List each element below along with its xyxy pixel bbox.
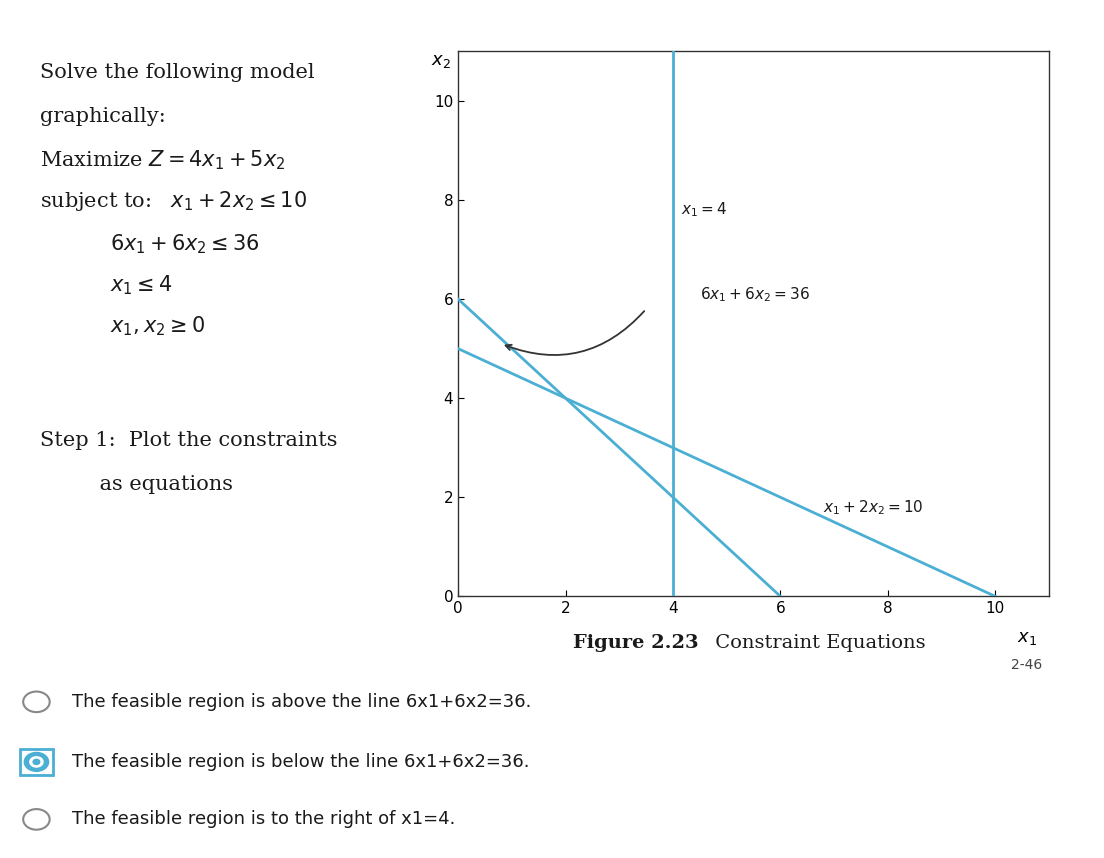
Text: 2-46: 2-46	[1011, 658, 1042, 672]
Text: The feasible region is to the right of x1=4.: The feasible region is to the right of x…	[72, 811, 455, 828]
Text: as equations: as equations	[40, 474, 233, 494]
Text: Step 1:  Plot the constraints: Step 1: Plot the constraints	[40, 431, 337, 450]
Text: The feasible region is below the line 6x1+6x2=36.: The feasible region is below the line 6x…	[72, 753, 529, 770]
Text: $x_1 + 2x_2 = 10$: $x_1 + 2x_2 = 10$	[824, 498, 924, 517]
Text: $x_2$: $x_2$	[432, 52, 452, 70]
Text: $x_1, x_2 \geq 0$: $x_1, x_2 \geq 0$	[110, 314, 205, 338]
Text: Solve the following model: Solve the following model	[40, 63, 315, 82]
Text: The feasible region is above the line 6x1+6x2=36.: The feasible region is above the line 6x…	[72, 693, 531, 710]
Text: graphically:: graphically:	[40, 107, 166, 126]
Text: $6x_1 + 6x_2 = 36$: $6x_1 + 6x_2 = 36$	[700, 285, 809, 304]
Text: $6x_1 + 6x_2 \leq 36$: $6x_1 + 6x_2 \leq 36$	[110, 233, 261, 257]
Text: subject to:   $x_1 + 2x_2 \leq 10$: subject to: $x_1 + 2x_2 \leq 10$	[40, 189, 307, 213]
Text: Figure 2.23: Figure 2.23	[573, 635, 698, 652]
Text: $x_1 \leq 4$: $x_1 \leq 4$	[110, 274, 173, 297]
Text: $x_1 = 4$: $x_1 = 4$	[681, 201, 728, 220]
Text: Maximize $Z = 4x_1 + 5x_2$: Maximize $Z = 4x_1 + 5x_2$	[40, 148, 285, 172]
Text: Constraint Equations: Constraint Equations	[709, 635, 926, 652]
Text: $x_1$: $x_1$	[1017, 629, 1038, 647]
